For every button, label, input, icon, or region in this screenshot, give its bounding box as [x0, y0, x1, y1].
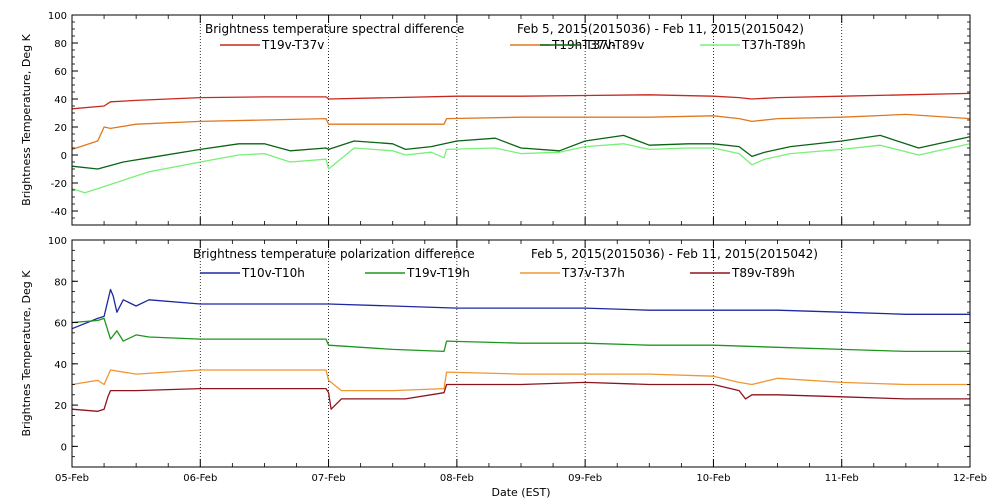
- x-tick-label: 06-Feb: [183, 473, 217, 484]
- plot-date-range: Feb 5, 2015(2015036) - Feb 11, 2015(2015…: [517, 22, 804, 36]
- x-tick-label: 12-Feb: [953, 473, 987, 484]
- plot-date-range: Feb 5, 2015(2015036) - Feb 11, 2015(2015…: [531, 247, 818, 261]
- legend-label-t37h-t89h: T37h-T89h: [741, 38, 806, 52]
- legend-label-t19v-t19h: T19v-T19h: [406, 266, 470, 280]
- plot-frame: [71, 14, 971, 226]
- series-line-t37v-t37h: [71, 369, 970, 392]
- y-tick-label: 80: [54, 39, 67, 50]
- plot-frame: [71, 239, 971, 468]
- legend-label-t89v-t89h: T89v-T89h: [731, 266, 795, 280]
- y-tick-label: 0: [61, 151, 67, 162]
- y-tick-label: 100: [48, 236, 67, 247]
- y-tick-label: 40: [54, 360, 67, 371]
- series-line-t10v-t10h: [71, 288, 970, 330]
- legend-label-t19h-t37h: T19h-T37h: [551, 38, 616, 52]
- legend-label-t37v-t89v: T37v-T89v: [581, 38, 644, 52]
- y-tick-label: 60: [54, 319, 67, 330]
- legend-label-t19v-t37v: T19v-T37v: [261, 38, 324, 52]
- x-tick-label: 09-Feb: [568, 473, 602, 484]
- x-tick-label: 10-Feb: [696, 473, 730, 484]
- y-axis-title: Brightness Temperature, Deg K: [20, 33, 33, 205]
- y-axis-title: Brightnes Temperature, Deg K: [20, 270, 33, 437]
- y-tick-label: 60: [54, 67, 67, 78]
- series-line-t19h-t37h: [71, 113, 971, 151]
- series-line-t37v-t89v: [71, 134, 971, 170]
- panel-1: -40 -20 0 20 40 60 80 100 Brightness Temperature…: [20, 11, 971, 226]
- y-tick-label: 0: [61, 442, 67, 453]
- series-line-t37h-t89h: [71, 143, 971, 194]
- x-tick-label: 11-Feb: [825, 473, 859, 484]
- plot-title: Brightness temperature spectral differen…: [205, 22, 464, 36]
- y-tick-label: 20: [54, 123, 67, 134]
- y-tick-label: 40: [54, 95, 67, 106]
- x-tick-label: 05-Feb: [55, 473, 89, 484]
- y-tick-label: 20: [54, 401, 67, 412]
- plot-title: Brightness temperature polarization diff…: [193, 247, 475, 261]
- legend-label-t37v-t37h: T37v-T37h: [561, 266, 625, 280]
- legend-label-t10v-t10h: T10v-T10h: [241, 266, 305, 280]
- series-line-t19v-t37v: [71, 92, 971, 110]
- x-tick-label: 07-Feb: [312, 473, 346, 484]
- x-axis-title: Date (EST): [491, 486, 550, 499]
- panel-2: 0 20 40 60 80 100 Brightnes Temperature, Deg K…: [20, 236, 971, 468]
- y-tick-label: -20: [51, 179, 67, 190]
- series-line-t19v-t19h: [71, 317, 970, 353]
- x-tick-label: 08-Feb: [440, 473, 474, 484]
- series-line-t89v-t89h: [71, 381, 970, 412]
- y-tick-label: 100: [48, 11, 67, 22]
- y-tick-label: -40: [51, 207, 67, 218]
- y-tick-label: 80: [54, 277, 67, 288]
